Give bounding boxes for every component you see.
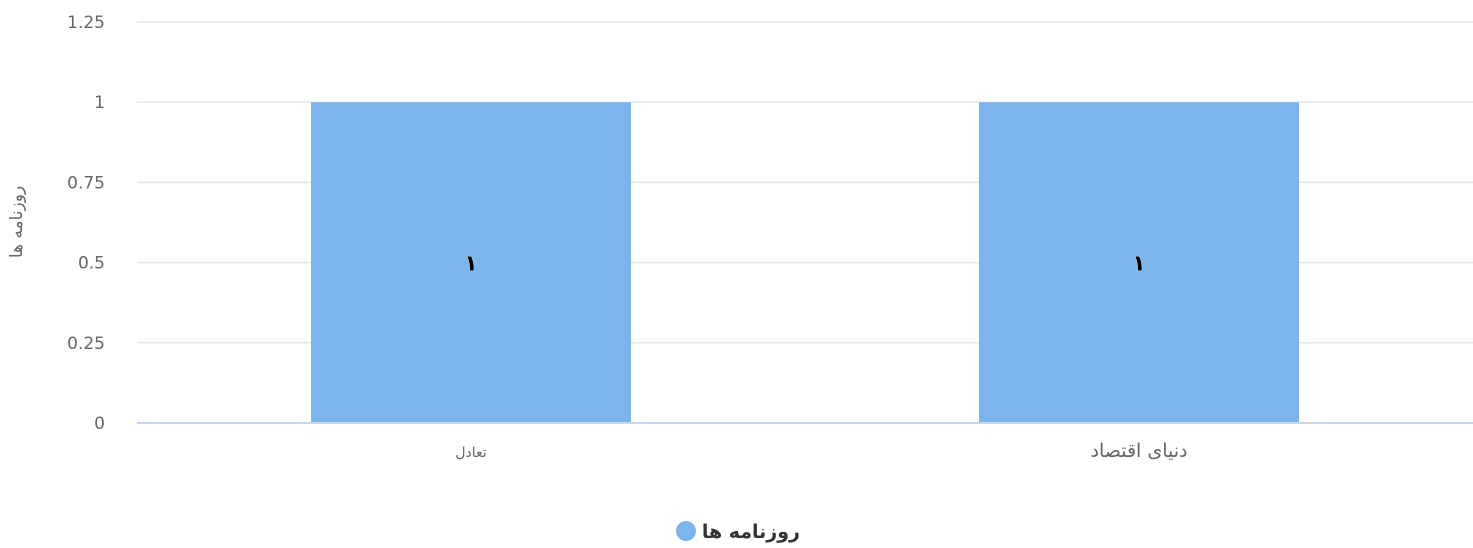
bar-data-label: ١ bbox=[464, 252, 477, 277]
y-tick-label: 0 bbox=[94, 414, 105, 434]
legend-marker-icon[interactable] bbox=[676, 521, 696, 541]
y-tick-label: 0.5 bbox=[78, 254, 105, 274]
x-tick-label: تعادل bbox=[455, 445, 486, 461]
x-tick-label: دنیای اقتصاد bbox=[1090, 440, 1187, 462]
y-tick-label: 1 bbox=[94, 93, 105, 113]
legend[interactable]: روزنامه ها bbox=[676, 521, 800, 543]
x-axis-labels: تعادل دنیای اقتصاد bbox=[455, 440, 1187, 462]
bar[interactable] bbox=[311, 102, 631, 423]
legend-item-label[interactable]: روزنامه ها bbox=[702, 521, 800, 543]
y-tick-label: 1.25 bbox=[67, 13, 105, 33]
y-tick-label: 0.25 bbox=[67, 334, 105, 354]
bar-data-label: ١ bbox=[1132, 252, 1145, 277]
y-axis-title: روزنامه ها bbox=[7, 186, 27, 258]
y-axis-ticks: 0 0.25 0.5 0.75 1 1.25 bbox=[67, 13, 105, 434]
bar[interactable] bbox=[979, 102, 1299, 423]
y-tick-label: 0.75 bbox=[67, 173, 105, 193]
